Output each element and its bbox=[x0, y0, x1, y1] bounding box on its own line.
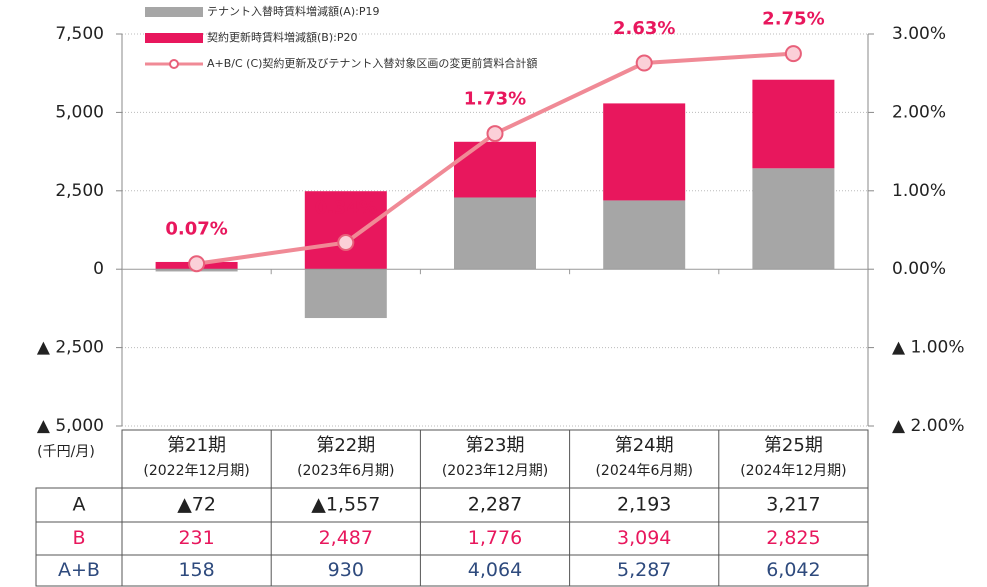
bar bbox=[454, 141, 536, 198]
legend-label: 契約更新時賃料増減額(B):P20 bbox=[207, 30, 357, 44]
legend-swatch bbox=[145, 33, 203, 43]
bar bbox=[752, 79, 835, 169]
data-label: 1.73% bbox=[464, 89, 526, 110]
y-tick-label: 7,500 bbox=[55, 24, 104, 44]
table-header: 第22期 bbox=[316, 435, 375, 456]
y2-tick-label: 1.00% bbox=[892, 181, 946, 201]
table-cell: ▲72 bbox=[177, 494, 216, 516]
table-subheader: (2022年12月期) bbox=[143, 463, 249, 479]
table-header: 第23期 bbox=[466, 435, 525, 456]
table-subheader: (2024年6月期) bbox=[595, 463, 692, 479]
line-marker bbox=[337, 234, 355, 252]
legend-label: テナント入替時賃料増減額(A):P19 bbox=[207, 4, 379, 18]
table-cell: 3,094 bbox=[617, 527, 671, 549]
y-tick-label: 0 bbox=[93, 259, 104, 279]
bar bbox=[752, 168, 835, 270]
table-header: 第24期 bbox=[615, 435, 674, 456]
line-marker bbox=[784, 45, 802, 63]
table-unit: (千円/月) bbox=[37, 444, 95, 460]
data-label: 0.34% bbox=[315, 198, 377, 219]
y2-tick-label: ▲ 1.00% bbox=[892, 338, 964, 358]
table-cell: 4,064 bbox=[468, 559, 522, 581]
bar bbox=[454, 197, 536, 270]
table-subheader: (2024年12月期) bbox=[740, 463, 846, 479]
table-cell: 2,825 bbox=[766, 527, 820, 549]
table-cell: 2,193 bbox=[617, 494, 671, 516]
table-cell: 3,217 bbox=[766, 494, 820, 516]
y-tick-label: ▲ 2,500 bbox=[37, 338, 104, 358]
table-cell: 6,042 bbox=[766, 559, 820, 581]
table-cell: ▲1,557 bbox=[311, 494, 380, 516]
line-marker bbox=[635, 54, 653, 72]
table-header: 第25期 bbox=[764, 435, 823, 456]
table-header: 第21期 bbox=[167, 435, 226, 456]
table-subheader: (2023年12月期) bbox=[442, 463, 548, 479]
y2-tick-label: ▲ 2.00% bbox=[892, 416, 964, 436]
y2-tick-label: 3.00% bbox=[892, 24, 946, 44]
data-label: 2.75% bbox=[762, 9, 824, 30]
y2-tick-label: 2.00% bbox=[892, 102, 946, 122]
table-cell: 2,287 bbox=[468, 494, 522, 516]
table-subheader: (2023年6月期) bbox=[297, 463, 394, 479]
table-row-label: A+B bbox=[58, 559, 100, 581]
data-label: 0.07% bbox=[165, 219, 227, 240]
table-cell: 930 bbox=[328, 559, 364, 581]
data-label: 2.63% bbox=[613, 18, 675, 39]
table-body-border bbox=[35, 487, 869, 587]
table-cell: 2,487 bbox=[319, 527, 373, 549]
table-cell: 158 bbox=[178, 559, 214, 581]
table-row-label: B bbox=[72, 527, 85, 549]
table-row-label: A bbox=[73, 494, 86, 516]
line-marker bbox=[486, 125, 504, 143]
legend-swatch bbox=[145, 7, 203, 17]
y-tick-label: 2,500 bbox=[55, 181, 104, 201]
table-cell: 231 bbox=[178, 527, 214, 549]
bar bbox=[603, 103, 686, 201]
bar bbox=[304, 191, 387, 270]
legend-label: A+B/C (C)契約更新及びテナント入替対象区画の変更前賃料合計額 bbox=[207, 56, 537, 70]
y-tick-label: 5,000 bbox=[55, 102, 104, 122]
y-tick-label: ▲ 5,000 bbox=[37, 416, 104, 436]
y2-tick-label: 0.00% bbox=[892, 259, 946, 279]
legend-swatch bbox=[169, 59, 179, 69]
bar bbox=[603, 200, 686, 270]
table-cell: 1,776 bbox=[468, 527, 522, 549]
table-cell: 5,287 bbox=[617, 559, 671, 581]
bar bbox=[304, 269, 387, 319]
line-marker bbox=[188, 255, 206, 273]
